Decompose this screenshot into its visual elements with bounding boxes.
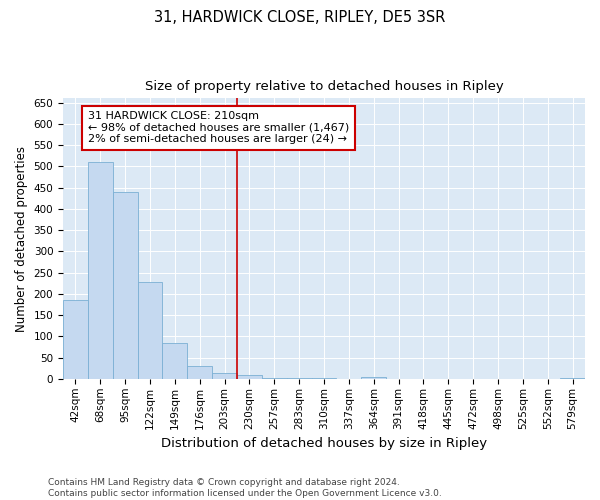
Bar [163, 343, 187, 379]
Bar [361, 377, 386, 379]
Bar [63, 300, 88, 379]
Bar [287, 378, 311, 379]
Bar [113, 192, 137, 379]
Bar [311, 378, 337, 379]
Bar [137, 282, 163, 379]
Title: Size of property relative to detached houses in Ripley: Size of property relative to detached ho… [145, 80, 503, 93]
Bar [88, 162, 113, 379]
Text: 31 HARDWICK CLOSE: 210sqm
← 98% of detached houses are smaller (1,467)
2% of sem: 31 HARDWICK CLOSE: 210sqm ← 98% of detac… [88, 111, 349, 144]
X-axis label: Distribution of detached houses by size in Ripley: Distribution of detached houses by size … [161, 437, 487, 450]
Bar [212, 372, 237, 379]
Text: Contains HM Land Registry data © Crown copyright and database right 2024.
Contai: Contains HM Land Registry data © Crown c… [48, 478, 442, 498]
Y-axis label: Number of detached properties: Number of detached properties [15, 146, 28, 332]
Bar [237, 374, 262, 379]
Bar [560, 378, 585, 379]
Bar [187, 366, 212, 379]
Bar [262, 378, 287, 379]
Text: 31, HARDWICK CLOSE, RIPLEY, DE5 3SR: 31, HARDWICK CLOSE, RIPLEY, DE5 3SR [154, 10, 446, 25]
